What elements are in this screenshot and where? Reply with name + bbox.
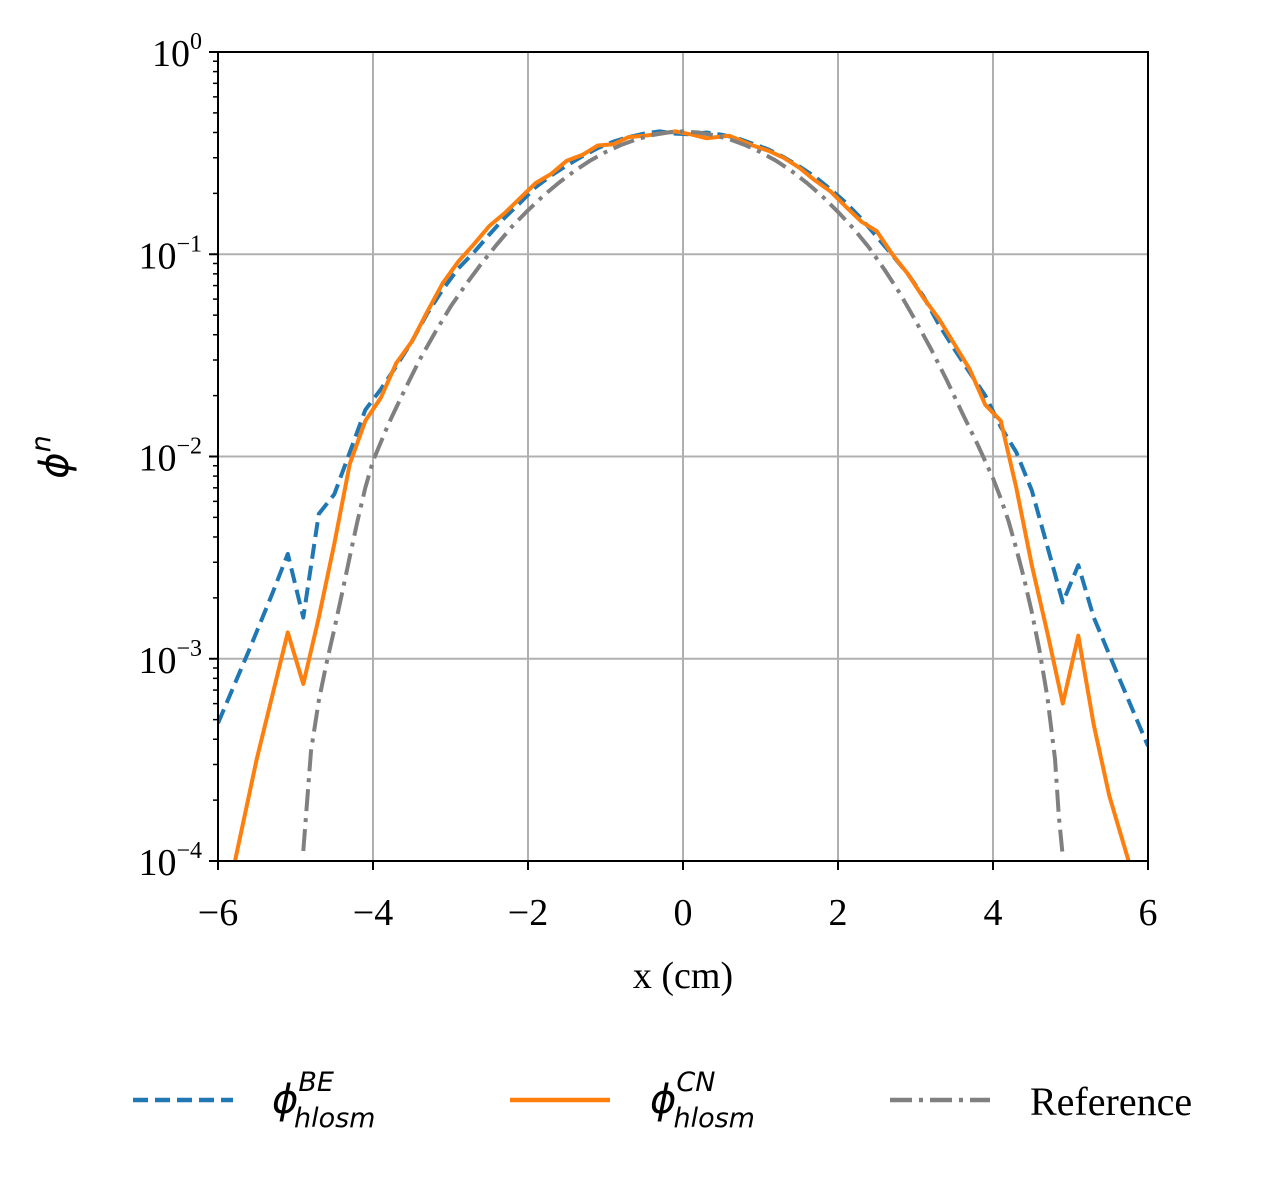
y-tick-label: 10−4 <box>138 838 202 884</box>
x-tick-label: 0 <box>674 892 693 934</box>
x-tick-label: −4 <box>353 892 393 934</box>
y-tick-label: 10−1 <box>138 231 202 277</box>
y-tick-label: 10−3 <box>138 636 202 682</box>
x-tick-label: 2 <box>829 892 848 934</box>
x-axis-label: x (cm) <box>633 955 733 997</box>
y-tick-label: 10−2 <box>138 434 202 480</box>
y-axis-label-sup: n <box>26 435 57 452</box>
series-lines <box>218 129 1148 861</box>
legend-label-reference: Reference <box>1030 1079 1192 1124</box>
x-tick-label: 4 <box>984 892 1003 934</box>
y-tick-label: 100 <box>152 29 202 75</box>
legend-label-be: ϕBE hlosm <box>272 1067 376 1134</box>
y-axis-label-base: ϕ <box>32 452 78 478</box>
y-axis-label: ϕn <box>26 435 78 479</box>
x-tick-label: 6 <box>1139 892 1158 934</box>
legend-label-cn: ϕCN hlosm <box>650 1067 755 1134</box>
axis-ticks: −6 −4 −2 0 2 4 6 100 10−1 10−2 10−3 10−4 <box>138 29 1157 934</box>
series-line-reference <box>301 129 1065 857</box>
series-line-cn <box>233 129 1131 861</box>
legend: ϕBE hlosm ϕCN hlosm Reference <box>133 1067 1192 1134</box>
x-tick-label: −2 <box>508 892 548 934</box>
x-tick-label: −6 <box>198 892 238 934</box>
